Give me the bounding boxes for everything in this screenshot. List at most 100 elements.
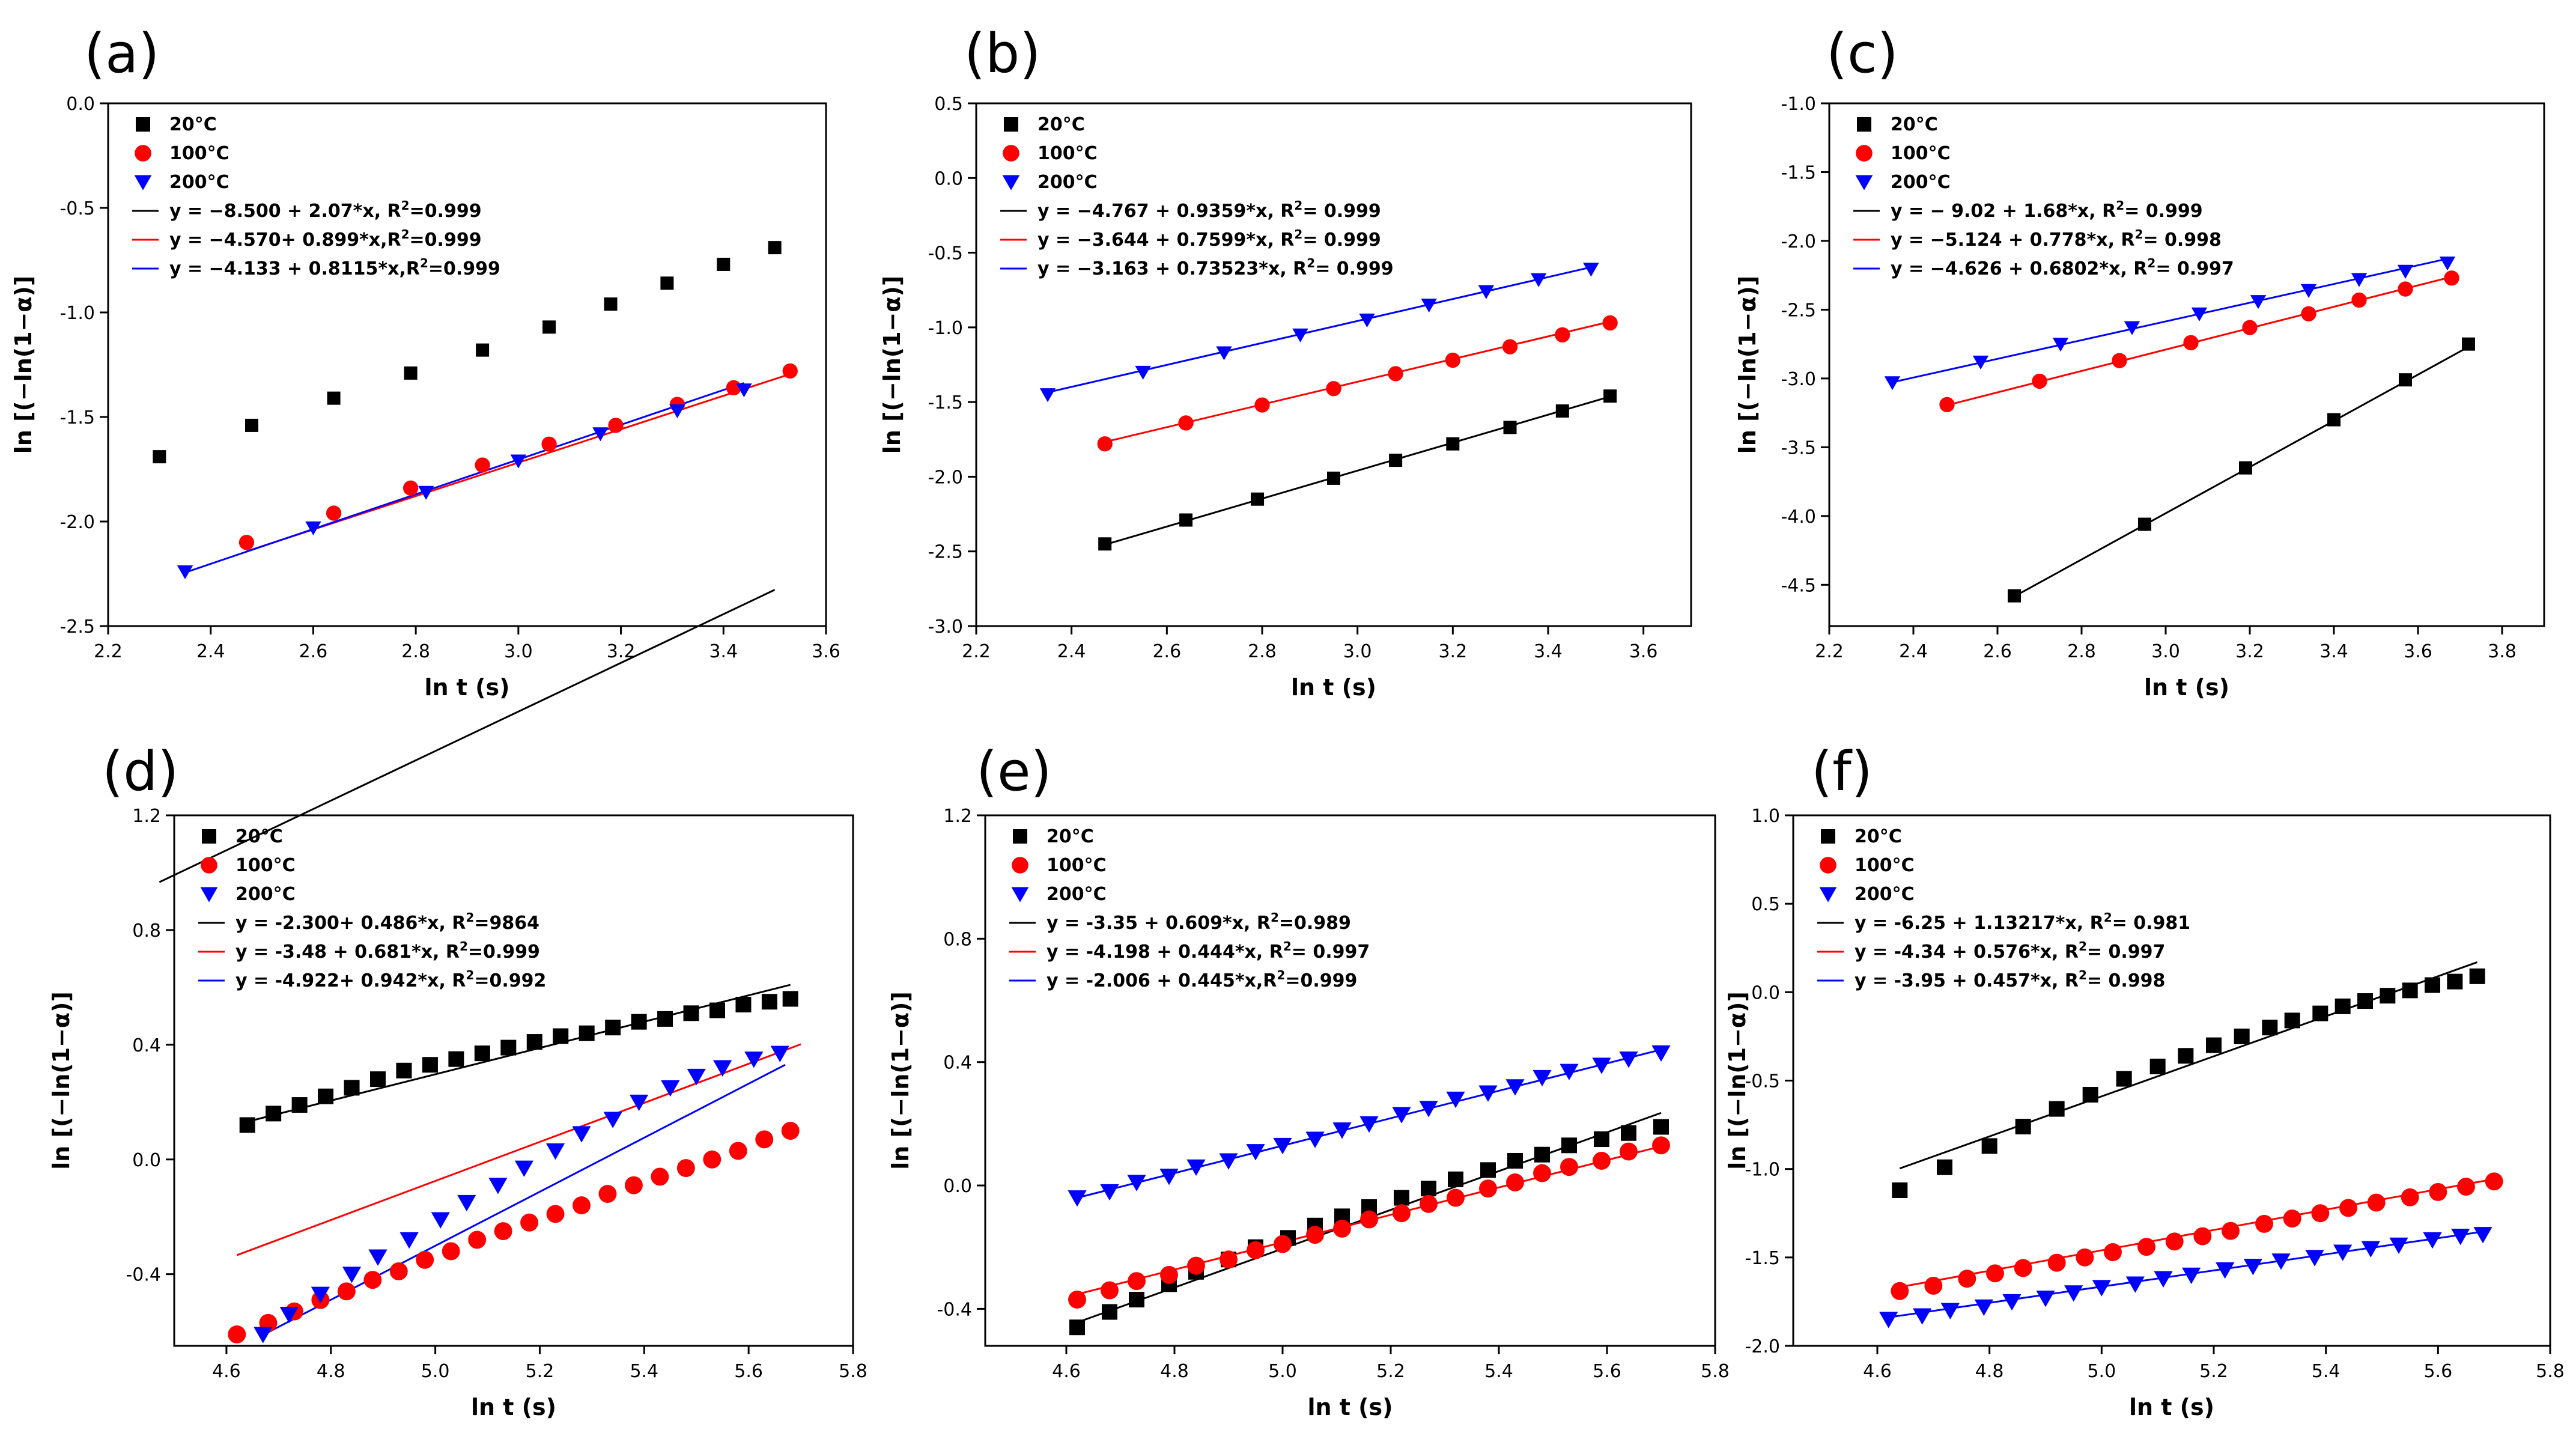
- x-tick-label: 5.4: [1484, 1361, 1513, 1382]
- y-tick-label: -1.5: [928, 392, 963, 413]
- legend-fit-label-20c: y = − 9.02 + 1.68*x, R2= 0.999: [1891, 198, 2203, 222]
- x-tick-label: 3.2: [1438, 641, 1467, 662]
- data-point-20c: [717, 257, 731, 271]
- data-point-20c: [1448, 1171, 1463, 1187]
- data-point-200c: [279, 1307, 299, 1324]
- panel-letter: (b): [964, 22, 1040, 85]
- legend-fit-label-20c: y = -3.35 + 0.609*x, R2=0.989: [1046, 910, 1351, 934]
- y-tick-label: -2.0: [1745, 1336, 1780, 1357]
- data-point-200c: [1505, 1079, 1525, 1096]
- legend-fit-label-100c: y = -3.48 + 0.681*x, R2=0.999: [235, 939, 540, 963]
- y-tick-label: 0.8: [943, 929, 972, 950]
- legend-fit-label-20c: y = −4.767 + 0.9359*x, R2= 0.999: [1037, 198, 1381, 222]
- data-point-100c: [2429, 1182, 2447, 1201]
- panel-b: (b) 2.2 2.4 2.6 2.8 3.0 3.2 3.4 3.6 -3.0 -2.5 -2.0 -…: [879, 22, 1692, 701]
- x-tick-label: 3.0: [504, 641, 533, 662]
- x-tick-label: 5.2: [2199, 1361, 2228, 1382]
- y-tick-label: 0.0: [66, 94, 95, 115]
- data-point-200c: [2154, 1271, 2173, 1288]
- data-point-200c: [1478, 285, 1495, 299]
- data-point-200c: [431, 1212, 450, 1229]
- legend-label-20c: 20°C: [1855, 826, 1902, 847]
- data-point-100c: [2398, 281, 2413, 297]
- x-tick-label: 2.2: [962, 641, 991, 662]
- plot-frame: [1828, 102, 2545, 627]
- data-point-200c: [630, 1094, 649, 1112]
- y-tick-label: -0.4: [126, 1265, 161, 1286]
- data-point-200c: [1583, 263, 1599, 277]
- legend-label-20c: 20°C: [235, 826, 283, 847]
- data-point-100c: [2047, 1253, 2066, 1272]
- data-point-20c: [2008, 589, 2021, 603]
- legend-label-20c: 20°C: [169, 114, 217, 135]
- data-point-200c: [1186, 1159, 1206, 1176]
- data-point-100c: [1420, 1194, 1438, 1213]
- data-point-100c: [1602, 315, 1618, 331]
- x-tick-label: 3.0: [2151, 641, 2180, 662]
- data-point-100c: [703, 1150, 721, 1169]
- data-point-20c: [768, 241, 782, 255]
- x-axis-title: ln t (s): [2129, 1394, 2214, 1420]
- legend-marker-100c: [135, 145, 151, 162]
- data-point-100c: [402, 480, 419, 496]
- legend-label-20c: 20°C: [1891, 114, 1938, 135]
- legend-label-100c: 100°C: [1855, 855, 1915, 876]
- data-point-200c: [510, 454, 527, 469]
- data-point-20c: [631, 1014, 647, 1030]
- data-point-100c: [1333, 1219, 1351, 1238]
- x-tick-label: 2.8: [401, 641, 430, 662]
- data-point-100c: [1447, 1188, 1465, 1207]
- data-point-100c: [1891, 1282, 1909, 1300]
- x-tick-label: 5.0: [2087, 1361, 2116, 1382]
- data-point-100c: [337, 1282, 356, 1301]
- data-point-100c: [651, 1167, 669, 1186]
- data-point-200c: [2300, 284, 2317, 298]
- legend-marker-200c: [1002, 175, 1020, 190]
- data-point-100c: [541, 436, 557, 452]
- data-point-200c: [2064, 1285, 2083, 1302]
- data-point-100c: [2222, 1221, 2240, 1240]
- plot-frame: [173, 814, 854, 1347]
- data-point-100c: [2311, 1204, 2330, 1223]
- data-point-200c: [1972, 355, 1989, 370]
- legend-fit-label-100c: y = -4.34 + 0.576*x, R2= 0.997: [1855, 939, 2165, 963]
- data-point-20c: [2425, 977, 2440, 993]
- data-point-100c: [1220, 1250, 1238, 1269]
- y-axis-title: ln [(−ln(1−α)]: [48, 991, 74, 1169]
- data-point-20c: [2327, 413, 2341, 427]
- data-point-100c: [520, 1213, 539, 1232]
- data-point-100c: [228, 1325, 246, 1343]
- x-tick-label: 5.2: [526, 1361, 554, 1382]
- data-point-20c: [2049, 1101, 2065, 1117]
- data-point-100c: [2242, 320, 2258, 335]
- x-tick-label: 5.8: [1701, 1361, 1730, 1382]
- data-point-200c: [399, 1232, 419, 1249]
- data-point-20c: [474, 1045, 490, 1062]
- x-tick-label: 4.6: [212, 1361, 241, 1382]
- data-point-20c: [2357, 993, 2373, 1009]
- y-tick-label: -2.5: [928, 542, 963, 563]
- fit-line-20c: [247, 984, 791, 1123]
- data-point-20c: [2380, 988, 2396, 1004]
- data-point-20c: [2462, 337, 2475, 351]
- data-point-200c: [2451, 1229, 2470, 1246]
- legend-label-200c: 200°C: [1891, 172, 1951, 193]
- fit-line-20c: [159, 589, 776, 883]
- data-point-20c: [1327, 471, 1340, 485]
- y-tick-label: -2.0: [59, 512, 95, 533]
- y-tick-label: -3.0: [928, 616, 963, 637]
- panel-letter: (a): [84, 22, 159, 85]
- y-axis-title: ln [(−ln(1−α)]: [879, 276, 905, 454]
- data-point-20c: [327, 391, 341, 405]
- data-point-20c: [2234, 1028, 2250, 1044]
- legend-fit-label-100c: y = −4.570+ 0.899*x,R2=0.999: [169, 227, 482, 251]
- data-point-200c: [592, 427, 609, 442]
- panel-letter: (f): [1811, 740, 1873, 803]
- data-point-200c: [1359, 313, 1375, 327]
- data-point-100c: [442, 1242, 460, 1261]
- data-point-200c: [1135, 365, 1151, 380]
- data-point-20c: [1594, 1131, 1609, 1148]
- data-point-100c: [624, 1176, 643, 1194]
- data-point-100c: [1986, 1264, 2004, 1283]
- legend-fit-label-200c: y = −4.626 + 0.6802*x, R2= 0.997: [1891, 256, 2234, 279]
